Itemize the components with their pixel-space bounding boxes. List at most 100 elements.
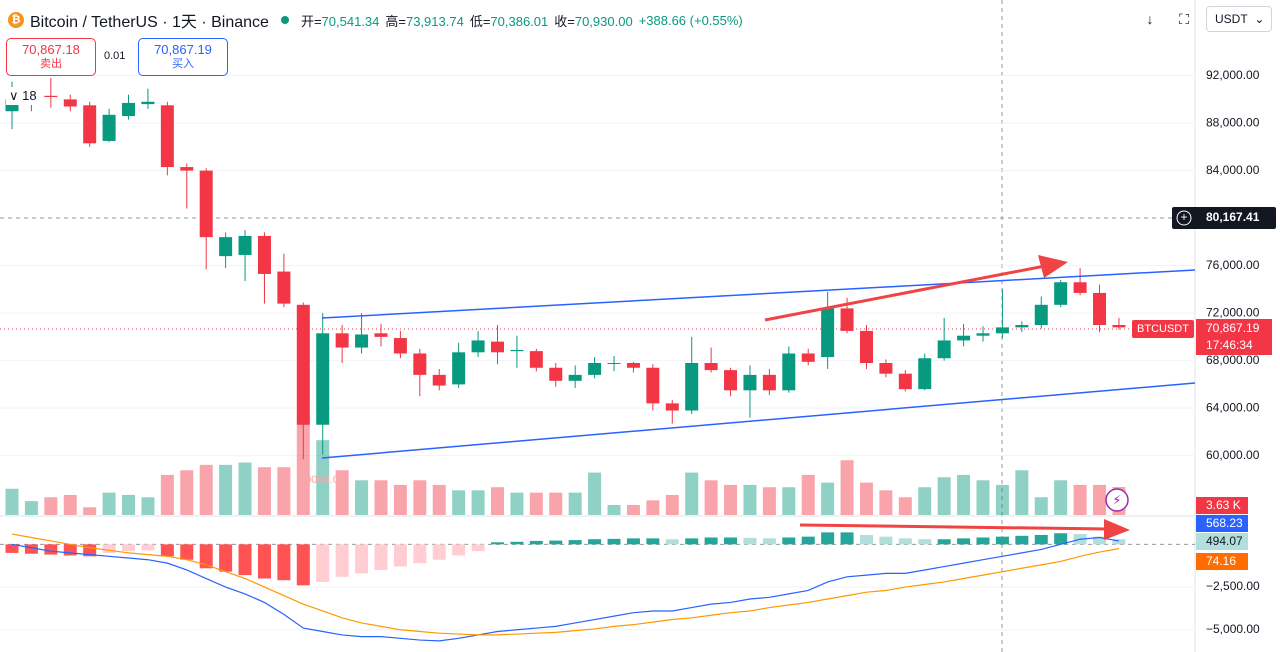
histogram-bar bbox=[626, 538, 640, 545]
annotation: 60000.00 bbox=[299, 474, 345, 486]
volume-bar bbox=[199, 464, 213, 515]
histogram-bar bbox=[918, 539, 932, 545]
channel-lower bbox=[321, 382, 1196, 459]
histogram-bar bbox=[432, 544, 446, 560]
signal-label: 74.16 bbox=[1206, 554, 1236, 568]
histogram-bar bbox=[898, 538, 912, 545]
sell-button[interactable]: 70,867.18 卖出 bbox=[6, 38, 96, 76]
volume-bar bbox=[568, 492, 582, 515]
close-key: 收= bbox=[554, 13, 575, 29]
candle-body bbox=[296, 304, 310, 425]
signal-line bbox=[11, 533, 1120, 636]
indicator-toggle[interactable]: ∨ 18 bbox=[6, 87, 40, 105]
plus-icon[interactable] bbox=[1176, 210, 1192, 226]
volume-bar bbox=[995, 484, 1009, 515]
candle-body bbox=[1073, 282, 1087, 293]
indicator-count: 18 bbox=[22, 88, 37, 103]
histogram-bar bbox=[257, 544, 271, 579]
histogram-bar bbox=[180, 544, 194, 560]
volume-bar bbox=[238, 462, 252, 515]
candle-body bbox=[452, 352, 466, 385]
volume-bar bbox=[374, 480, 388, 515]
candle-body bbox=[1093, 292, 1107, 325]
volume-bar bbox=[63, 494, 77, 515]
candle-body bbox=[180, 167, 194, 171]
candle-body bbox=[995, 327, 1009, 334]
candle-body bbox=[821, 308, 835, 358]
macd-line bbox=[11, 536, 1120, 642]
histogram-bar bbox=[995, 536, 1009, 545]
candle-body bbox=[63, 99, 77, 107]
candle-body bbox=[724, 370, 738, 391]
candle-body bbox=[219, 237, 233, 257]
volume-bar bbox=[316, 440, 330, 515]
change: +388.66 (+0.55%) bbox=[638, 12, 743, 28]
y-tick-label: 92,000.00 bbox=[1206, 68, 1260, 82]
volume-bar bbox=[160, 474, 174, 515]
volume-bar bbox=[122, 494, 136, 515]
symbol[interactable]: Bitcoin / TetherUS · 1天 · Binance bbox=[30, 14, 269, 31]
spread: 0.01 bbox=[104, 50, 126, 62]
candle-body bbox=[1034, 304, 1048, 325]
histogram-bar bbox=[724, 537, 738, 545]
histogram-bar bbox=[1112, 539, 1126, 545]
volume-bar bbox=[413, 480, 427, 515]
candle-body bbox=[335, 333, 349, 348]
volume-bar bbox=[1034, 497, 1048, 515]
volume-bar bbox=[801, 474, 815, 515]
candle-body bbox=[685, 363, 699, 411]
candle-body bbox=[801, 353, 815, 362]
fullscreen-button[interactable]: ⛶ bbox=[1179, 10, 1189, 27]
candle-body bbox=[316, 333, 330, 425]
macd-arrow bbox=[799, 523, 1109, 531]
candle-body bbox=[257, 235, 271, 274]
histogram-bar bbox=[704, 537, 718, 545]
volume-bar bbox=[335, 470, 349, 515]
status-dot bbox=[280, 16, 289, 24]
currency-select[interactable]: USDT ⌄ bbox=[1206, 6, 1272, 32]
histogram-bar bbox=[1054, 533, 1068, 545]
histogram-bar bbox=[646, 538, 660, 545]
candle-body bbox=[471, 340, 485, 353]
volume-bar bbox=[83, 507, 97, 515]
volume-bar bbox=[859, 482, 873, 515]
download-button[interactable]: ↓ bbox=[1146, 11, 1154, 27]
histogram-bar bbox=[452, 544, 466, 556]
histogram-bar bbox=[471, 544, 485, 552]
buy-button[interactable]: 70,867.19 买入 bbox=[138, 38, 228, 76]
candle-body bbox=[859, 330, 873, 363]
volume-bar bbox=[626, 504, 640, 515]
candle-body bbox=[432, 374, 446, 386]
legend-header: ₿ Bitcoin / TetherUS · 1天 · Binance 开=70… bbox=[8, 8, 743, 32]
low-key: 低= bbox=[469, 13, 491, 29]
histogram-bar bbox=[393, 544, 407, 567]
candle-body bbox=[199, 170, 213, 238]
volume-bar bbox=[762, 487, 776, 515]
candle-body bbox=[355, 334, 369, 348]
open-key: 开= bbox=[300, 13, 322, 29]
candle-body bbox=[665, 403, 679, 411]
histogram-bar bbox=[355, 544, 369, 574]
candle-body bbox=[102, 114, 116, 141]
alert-glyph: ⚡ bbox=[1112, 492, 1121, 507]
close: 收=70,930.00 bbox=[554, 11, 632, 30]
y-tick-label: 84,000.00 bbox=[1206, 163, 1260, 177]
volume-bar bbox=[1015, 470, 1029, 515]
volume-bar bbox=[704, 480, 718, 515]
volume-bar bbox=[588, 472, 602, 515]
histogram-bar bbox=[63, 544, 77, 556]
histogram-bar bbox=[199, 544, 213, 569]
candle-body bbox=[568, 374, 582, 381]
alert-icon[interactable] bbox=[1105, 488, 1129, 512]
candle-body bbox=[83, 105, 97, 144]
y-tick-label: 72,000.00 bbox=[1206, 305, 1260, 319]
volume-bar bbox=[724, 484, 738, 515]
volume-bar bbox=[355, 480, 369, 515]
volume-bar bbox=[1054, 480, 1068, 515]
histogram-bar bbox=[1093, 536, 1107, 545]
histogram-bar bbox=[782, 537, 796, 545]
high: 高=73,913.74 bbox=[385, 11, 463, 30]
histogram-bar bbox=[316, 544, 330, 582]
volume-bar bbox=[665, 494, 679, 515]
candle-body bbox=[918, 358, 932, 390]
